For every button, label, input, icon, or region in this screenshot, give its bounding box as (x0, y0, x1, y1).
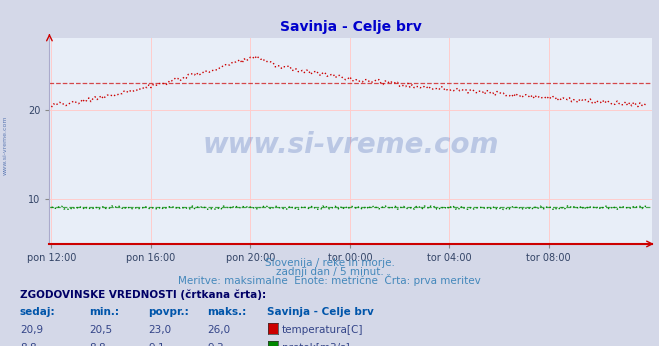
Text: Meritve: maksimalne  Enote: metrične  Črta: prva meritev: Meritve: maksimalne Enote: metrične Črta… (178, 274, 481, 286)
Text: zadnji dan / 5 minut.: zadnji dan / 5 minut. (275, 267, 384, 277)
Text: povpr.:: povpr.: (148, 307, 189, 317)
Text: sedaj:: sedaj: (20, 307, 55, 317)
Text: 20,5: 20,5 (89, 325, 112, 335)
Title: Savinja - Celje brv: Savinja - Celje brv (280, 20, 422, 34)
Text: 20,9: 20,9 (20, 325, 43, 335)
Text: 26,0: 26,0 (208, 325, 231, 335)
Text: 8,8: 8,8 (20, 343, 36, 346)
Text: www.si-vreme.com: www.si-vreme.com (3, 116, 8, 175)
Text: www.si-vreme.com: www.si-vreme.com (203, 131, 499, 159)
Text: min.:: min.: (89, 307, 119, 317)
Text: Savinja - Celje brv: Savinja - Celje brv (267, 307, 374, 317)
Text: maks.:: maks.: (208, 307, 247, 317)
Text: Slovenija / reke in morje.: Slovenija / reke in morje. (264, 258, 395, 268)
Text: temperatura[C]: temperatura[C] (282, 325, 364, 335)
Text: ZGODOVINSKE VREDNOSTI (črtkana črta):: ZGODOVINSKE VREDNOSTI (črtkana črta): (20, 290, 266, 300)
Text: 9,3: 9,3 (208, 343, 224, 346)
Text: 23,0: 23,0 (148, 325, 171, 335)
Text: 9,1: 9,1 (148, 343, 165, 346)
Text: 8,8: 8,8 (89, 343, 105, 346)
Text: pretok[m3/s]: pretok[m3/s] (282, 343, 350, 346)
